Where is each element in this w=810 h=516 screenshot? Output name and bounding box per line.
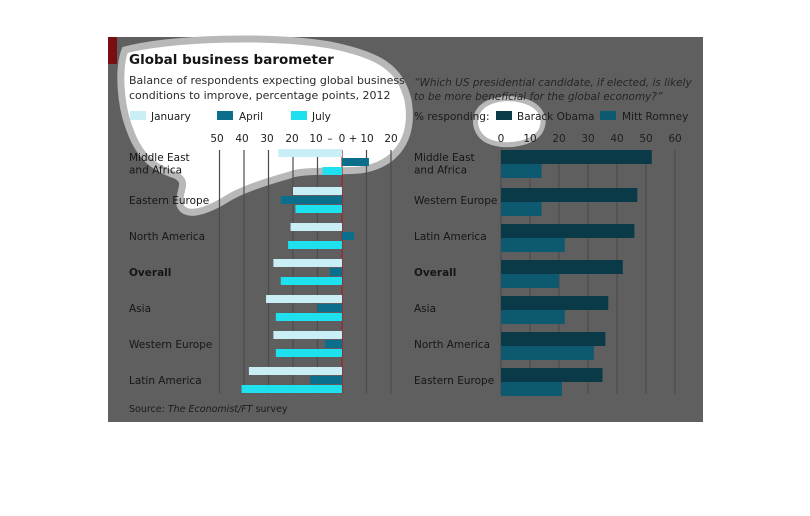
left-tick-10: 10 bbox=[309, 133, 322, 145]
right-bar-barack-obama-overall bbox=[501, 260, 623, 274]
highlight-blob-small bbox=[473, 96, 546, 148]
legend-label-january: January bbox=[150, 111, 191, 123]
left-category-label-overall: Overall bbox=[129, 267, 171, 279]
left-bar-july-middle-east-and-africa bbox=[322, 167, 342, 175]
left-bar-april-overall bbox=[329, 268, 342, 276]
right-bar-mitt-romney-western-europe bbox=[501, 202, 542, 216]
legend-label-april: April bbox=[239, 111, 263, 123]
right-tick-40: 40 bbox=[610, 133, 623, 145]
right-tick-10: 10 bbox=[523, 133, 536, 145]
left-bar-january-latin-america bbox=[248, 367, 342, 375]
legend-label-romney: Mitt Romney bbox=[622, 111, 688, 123]
right-bar-barack-obama-asia bbox=[501, 296, 609, 310]
right-bar-barack-obama-middle-east-and-africa bbox=[501, 150, 652, 164]
left-bar-july-overall bbox=[280, 277, 342, 285]
left-tick-30: 30 bbox=[260, 133, 273, 145]
left-bar-july-asia bbox=[275, 313, 342, 321]
brand-red-bar bbox=[108, 37, 117, 64]
left-bar-july-north-america bbox=[288, 241, 342, 249]
right-bar-barack-obama-latin-america bbox=[501, 224, 635, 238]
left-bar-april-latin-america bbox=[310, 376, 342, 384]
left-bar-january-asia bbox=[266, 295, 342, 303]
left-category-label-latin-america: Latin America bbox=[129, 375, 202, 387]
legend-swatch-romney bbox=[600, 111, 616, 120]
left-chart-subtitle-1: Balance of respondents expecting global … bbox=[129, 74, 405, 87]
right-bar-mitt-romney-latin-america bbox=[501, 238, 565, 252]
left-tick-0: 0 bbox=[339, 133, 346, 145]
right-bar-barack-obama-eastern-europe bbox=[501, 368, 603, 382]
left-tick-plus-10: 10 bbox=[360, 133, 373, 145]
right-category-label-overall: Overall bbox=[414, 267, 456, 279]
left-category-label-eastern-europe: Eastern Europe bbox=[129, 195, 209, 207]
right-tick-30: 30 bbox=[581, 133, 594, 145]
legend-swatch-april bbox=[217, 111, 233, 120]
right-bar-barack-obama-western-europe bbox=[501, 188, 638, 202]
left-bar-april-eastern-europe bbox=[280, 196, 342, 204]
left-category-label-middle-east-and-africa: Middle East and Africa bbox=[129, 152, 190, 177]
source-italic: The Economist/FT bbox=[168, 404, 254, 415]
right-bar-mitt-romney-asia bbox=[501, 310, 565, 324]
right-tick-50: 50 bbox=[639, 133, 652, 145]
left-bar-april-north-america bbox=[342, 232, 355, 240]
legend-swatch-obama bbox=[496, 111, 512, 120]
left-bar-january-eastern-europe bbox=[293, 187, 342, 195]
legend-label-july: July bbox=[311, 111, 331, 123]
left-bar-january-middle-east-and-africa bbox=[278, 149, 342, 157]
right-bar-mitt-romney-overall bbox=[501, 274, 559, 288]
left-tick-20: 20 bbox=[285, 133, 298, 145]
right-tick-60: 60 bbox=[668, 133, 681, 145]
right-category-label-latin-america: Latin America bbox=[414, 231, 487, 243]
left-chart-title: Global business barometer bbox=[129, 52, 334, 68]
left-bar-january-overall bbox=[273, 259, 342, 267]
right-question-2: to be more beneficial for the global eco… bbox=[414, 91, 663, 103]
right-category-label-north-america: North America bbox=[414, 339, 490, 351]
left-bar-april-asia bbox=[317, 304, 342, 312]
left-tick-plus-20: 20 bbox=[384, 133, 397, 145]
right-category-label-eastern-europe: Eastern Europe bbox=[414, 375, 494, 387]
right-tick-20: 20 bbox=[552, 133, 565, 145]
left-tick-40: 40 bbox=[235, 133, 248, 145]
left-tick-50: 50 bbox=[210, 133, 223, 145]
right-bar-mitt-romney-middle-east-and-africa bbox=[501, 164, 542, 178]
source-prefix: Source: bbox=[129, 404, 168, 415]
left-bar-july-eastern-europe bbox=[295, 205, 342, 213]
right-legend-prefix: % responding: bbox=[414, 111, 490, 123]
right-bar-mitt-romney-north-america bbox=[501, 346, 594, 360]
left-tick-minus-sign: – bbox=[327, 133, 332, 145]
right-tick-0: 0 bbox=[498, 133, 505, 145]
right-category-label-middle-east-and-africa: Middle East and Africa bbox=[414, 152, 475, 177]
legend-swatch-july bbox=[291, 111, 307, 120]
left-chart-subtitle-2: conditions to improve, percentage points… bbox=[129, 89, 391, 102]
source-suffix: survey bbox=[252, 404, 287, 415]
left-bar-july-western-europe bbox=[275, 349, 342, 357]
left-bar-april-middle-east-and-africa bbox=[342, 158, 369, 166]
legend-label-obama: Barack Obama bbox=[517, 111, 595, 123]
right-category-label-asia: Asia bbox=[414, 303, 436, 315]
left-tick-plus-sign: + bbox=[349, 133, 358, 145]
right-bar-barack-obama-north-america bbox=[501, 332, 606, 346]
left-category-label-north-america: North America bbox=[129, 231, 205, 243]
source-note: Source: The Economist/FT survey bbox=[129, 404, 288, 415]
left-category-label-western-europe: Western Europe bbox=[129, 339, 212, 351]
right-bar-mitt-romney-eastern-europe bbox=[501, 382, 562, 396]
left-bar-april-western-europe bbox=[324, 340, 342, 348]
right-question-1: “Which US presidential candidate, if ele… bbox=[414, 77, 692, 89]
right-category-label-western-europe: Western Europe bbox=[414, 195, 497, 207]
left-bar-july-latin-america bbox=[241, 385, 342, 393]
left-bar-january-western-europe bbox=[273, 331, 342, 339]
left-category-label-asia: Asia bbox=[129, 303, 151, 315]
left-bar-january-north-america bbox=[290, 223, 342, 231]
legend-swatch-january bbox=[130, 111, 146, 120]
